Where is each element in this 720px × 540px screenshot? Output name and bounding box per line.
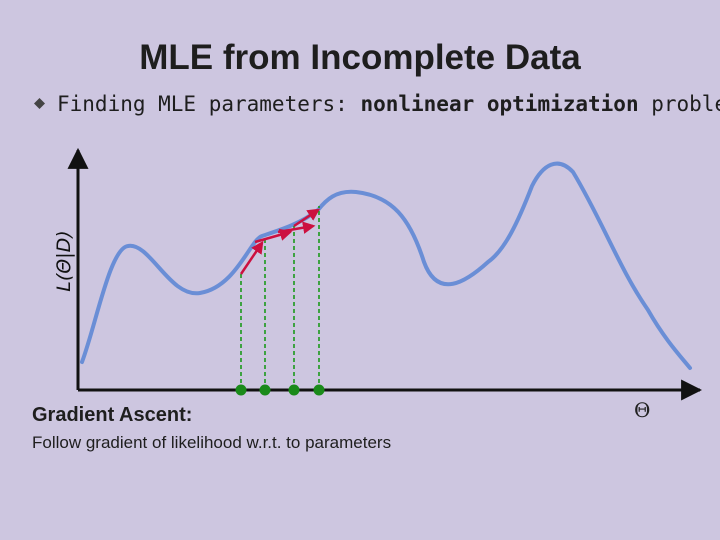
likelihood-curve (80, 161, 692, 370)
parameter-point-4 (313, 384, 325, 396)
bullet-text-prefix: Finding MLE parameters: (57, 92, 361, 116)
parameter-point-1 (235, 384, 247, 396)
diamond-bullet-icon (34, 98, 45, 109)
slide-title: MLE from Incomplete Data (139, 38, 581, 77)
bullet-text-suffix: problem (651, 92, 720, 116)
gradient-step-arrow-2 (254, 228, 293, 244)
gradient-step-arrow-4 (293, 208, 321, 228)
x-axis-label: Θ (634, 398, 651, 422)
bullet-point: Finding MLE parameters: nonlinear optimi… (34, 92, 720, 116)
y-axis-label: L(Θ|D) (53, 230, 75, 292)
gradient-ascent-heading: Gradient Ascent: (32, 404, 193, 426)
gradient-ascent-description: Follow gradient of likelihood w.r.t. to … (32, 433, 392, 452)
parameter-point-2 (259, 384, 271, 396)
bullet-text-emphasis: nonlinear optimization (360, 92, 639, 116)
parameter-point-3 (288, 384, 300, 396)
gradient-step-arrow-1 (239, 240, 264, 275)
gradient-step-arrow-3 (277, 221, 316, 234)
